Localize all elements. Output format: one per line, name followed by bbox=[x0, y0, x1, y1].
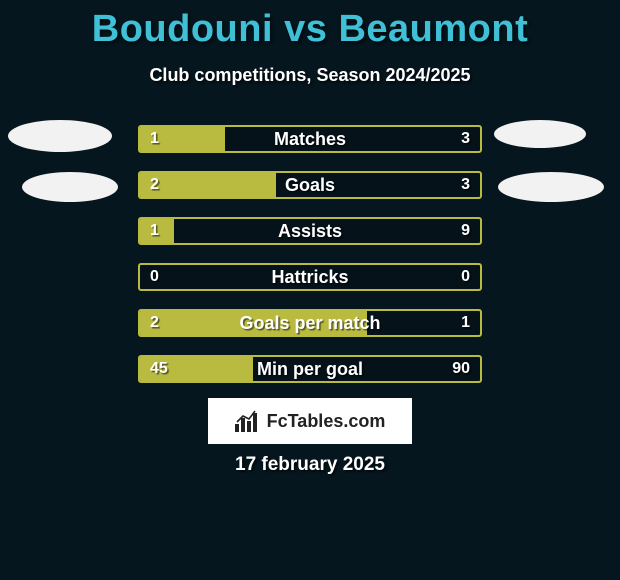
stat-row: 0Hattricks0 bbox=[138, 263, 482, 291]
stat-right-value: 9 bbox=[461, 219, 470, 243]
stat-label: Assists bbox=[140, 219, 480, 243]
title-vs: vs bbox=[273, 8, 338, 50]
stat-right-value: 3 bbox=[461, 173, 470, 197]
stat-right-value: 90 bbox=[452, 357, 470, 381]
brand-text: FcTables.com bbox=[267, 411, 386, 432]
team-badge-3 bbox=[498, 172, 604, 202]
stat-right-value: 1 bbox=[461, 311, 470, 335]
page-title: Boudouni vs Beaumont bbox=[0, 0, 620, 51]
stat-label: Goals per match bbox=[140, 311, 480, 335]
date-label: 17 february 2025 bbox=[0, 454, 620, 476]
stat-row: 2Goals per match1 bbox=[138, 309, 482, 337]
stat-row: 45Min per goal90 bbox=[138, 355, 482, 383]
title-right: Beaumont bbox=[338, 8, 528, 50]
stat-label: Hattricks bbox=[140, 265, 480, 289]
stat-label: Goals bbox=[140, 173, 480, 197]
team-badge-2 bbox=[494, 120, 586, 148]
stat-row: 1Assists9 bbox=[138, 217, 482, 245]
team-badge-1 bbox=[22, 172, 118, 202]
subtitle: Club competitions, Season 2024/2025 bbox=[0, 65, 620, 86]
stat-rows: 1Matches32Goals31Assists90Hattricks02Goa… bbox=[138, 125, 482, 401]
title-left: Boudouni bbox=[92, 8, 273, 50]
brand-badge: FcTables.com bbox=[208, 398, 412, 444]
stat-row: 2Goals3 bbox=[138, 171, 482, 199]
brand-bars-icon bbox=[235, 410, 261, 432]
team-badge-0 bbox=[8, 120, 112, 152]
stat-label: Matches bbox=[140, 127, 480, 151]
stat-row: 1Matches3 bbox=[138, 125, 482, 153]
stat-label: Min per goal bbox=[140, 357, 480, 381]
stat-right-value: 0 bbox=[461, 265, 470, 289]
stat-right-value: 3 bbox=[461, 127, 470, 151]
